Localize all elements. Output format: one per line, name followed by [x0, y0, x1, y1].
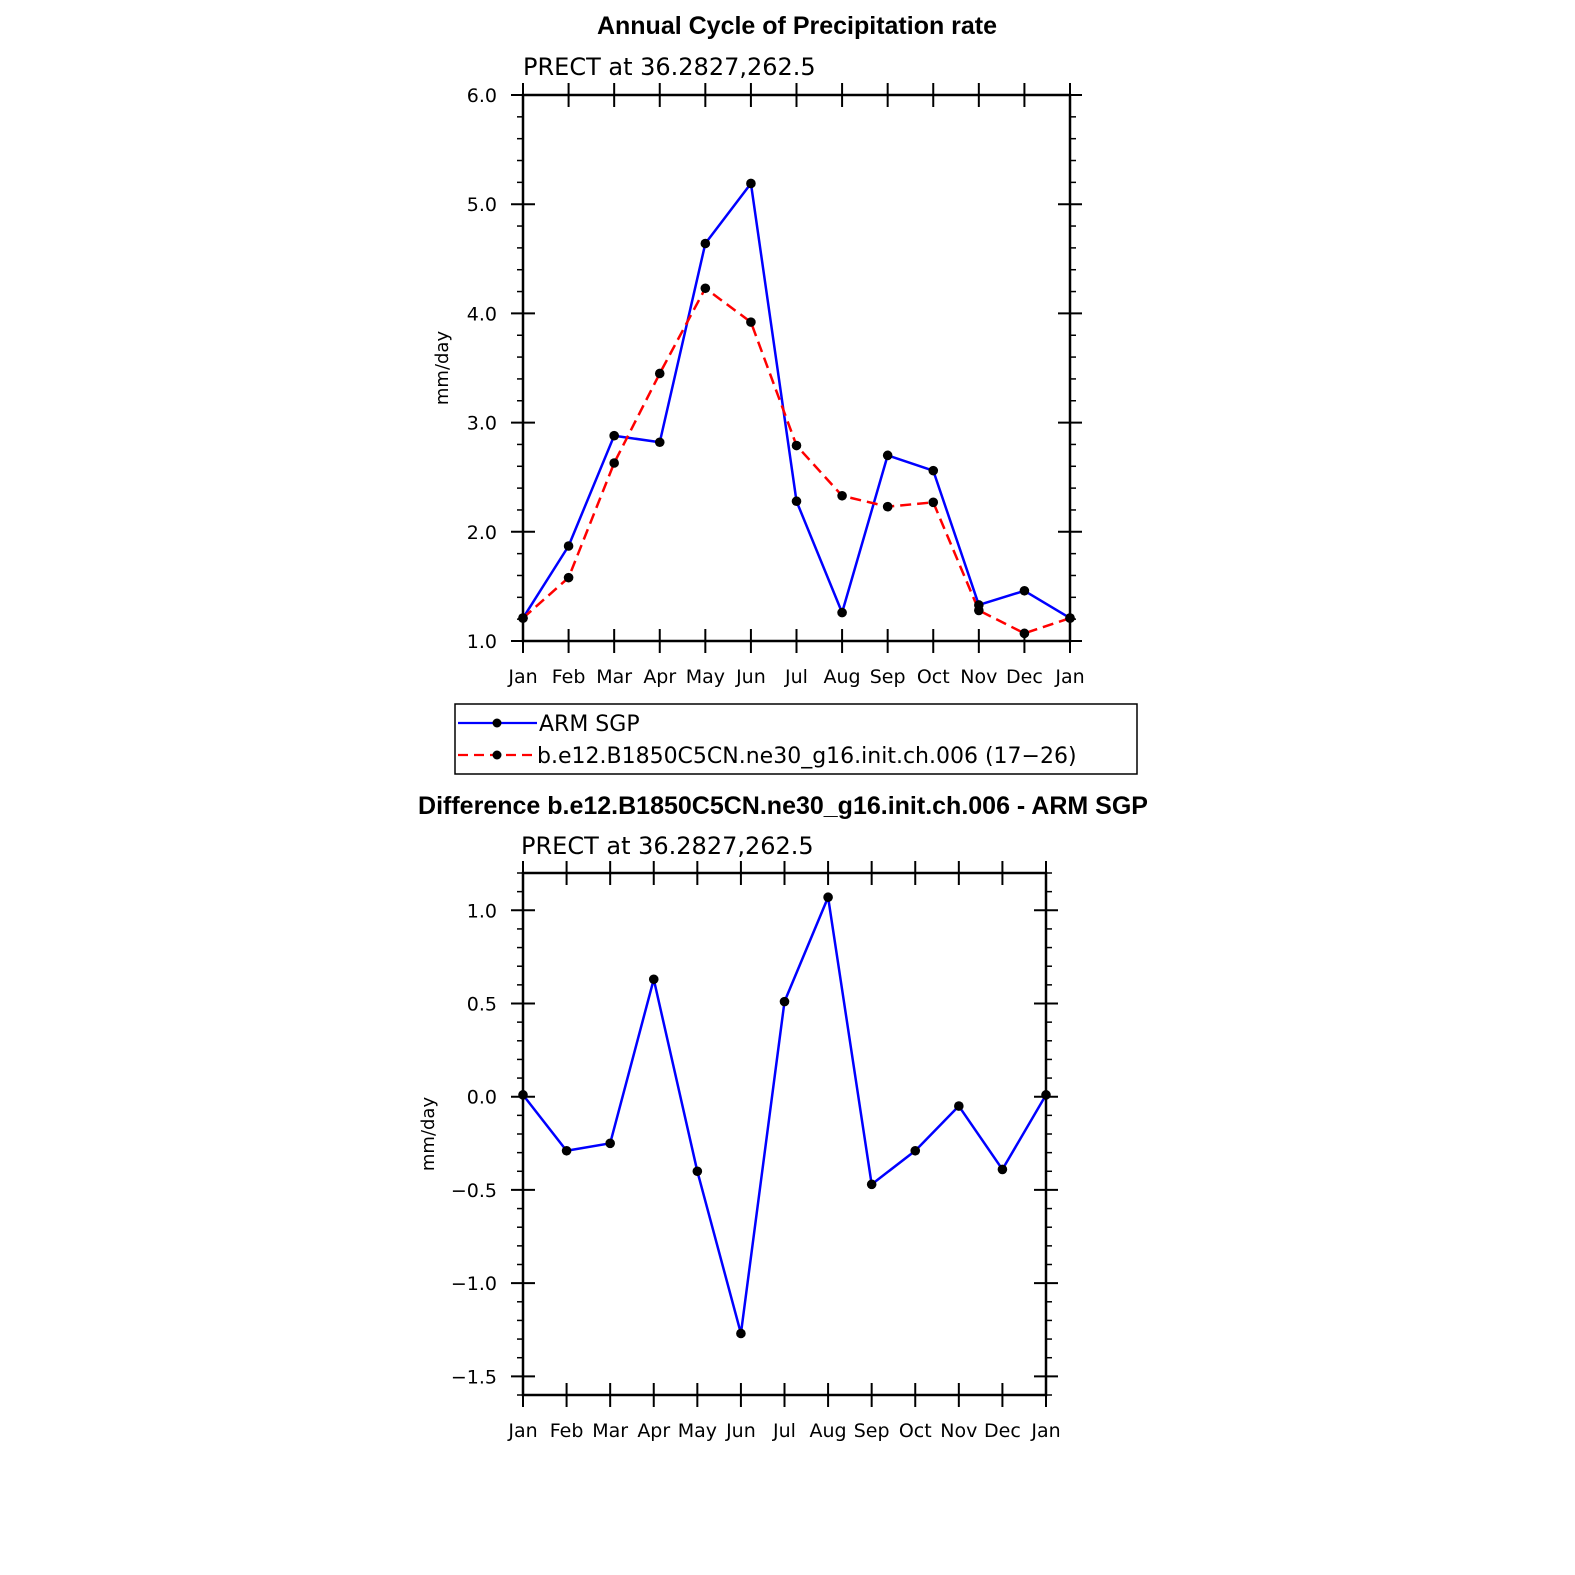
chart1-series-1-point	[928, 497, 939, 508]
chart1-x-tick-label: Sep	[870, 666, 906, 688]
chart1-series-1-point	[700, 283, 711, 294]
chart2-x-tick-label: Oct	[899, 1420, 932, 1442]
chart2-series-0-point	[1041, 1090, 1051, 1100]
chart2-series-0-point	[736, 1328, 746, 1339]
chart1-series-0-point	[700, 238, 711, 249]
chart2-series-0-point	[910, 1145, 921, 1156]
chart1-series-0-point	[791, 496, 802, 507]
chart1-legend: ARM SGP b.e12.B1850C5CN.ne30_g16.init.ch…	[454, 703, 1138, 775]
chart2-y-tick-label: 0.5	[467, 994, 497, 1016]
chart1-x-tick-label: Mar	[596, 666, 632, 688]
chart2-x-tick-label: Jul	[772, 1420, 796, 1442]
chart2-x-tick-label: Aug	[810, 1420, 847, 1442]
chart1-series-1-point	[563, 572, 574, 583]
chart1-x-tick-label: Dec	[1006, 666, 1043, 688]
chart2-series-0-point	[605, 1138, 615, 1149]
chart1-series-1-point	[837, 490, 847, 501]
chart1-y-tick-label: 6.0	[467, 85, 497, 107]
chart1-y-tick-label: 2.0	[467, 522, 497, 544]
chart2-x-tick-label: Jun	[725, 1420, 756, 1442]
legend-frame	[454, 703, 1138, 775]
chart2-y-tick-label: 1.0	[467, 900, 497, 922]
chart2-x-tick-label: Jan	[1030, 1420, 1060, 1442]
legend-marker-arm-sgp	[492, 718, 502, 728]
chart2-subtitle: PRECT at 36.2827,262.5	[521, 832, 814, 860]
chart1-series-1-point	[609, 458, 619, 468]
chart1-x-tick-label: Oct	[917, 666, 950, 688]
chart2-title: Difference b.e12.B1850C5CN.ne30_g16.init…	[418, 792, 1148, 820]
chart1-series-1-point	[518, 613, 528, 623]
chart1-x-tick-label: Aug	[824, 666, 861, 688]
chart2-x-tick-label: Mar	[592, 1420, 628, 1442]
chart1-y-tick-label: 1.0	[467, 631, 497, 653]
chart1-series-1-point	[974, 605, 984, 616]
chart2-series-0-point	[648, 974, 659, 985]
chart2-series-0-point	[561, 1145, 572, 1156]
chart2-series-0-point	[692, 1166, 703, 1177]
chart1-series-1-point	[791, 440, 802, 451]
chart1-x-tick-label: Feb	[552, 666, 586, 688]
chart1-series-0-point	[837, 607, 847, 618]
chart2-y-axis-label: mm/day	[418, 1097, 439, 1172]
chart1-series-0-point	[609, 430, 619, 441]
chart1-x-tick-label: Jan	[1054, 666, 1084, 688]
legend-label-arm-sgp: ARM SGP	[539, 712, 640, 737]
chart2-x-tick-label: Nov	[940, 1420, 977, 1442]
chart1-frame	[521, 93, 1072, 643]
chart1-y-tick-label: 4.0	[467, 303, 497, 325]
chart2-series-0-point	[997, 1164, 1008, 1175]
chart2-x-tick-label: Apr	[637, 1420, 670, 1442]
chart1-x-tick-label: Nov	[960, 666, 997, 688]
chart2-x-tick-label: Sep	[854, 1420, 890, 1442]
chart1-series-0-line	[521, 182, 1071, 620]
chart1-x-tick-label: May	[686, 666, 725, 688]
chart2-y-tick-label: 0.0	[467, 1087, 497, 1109]
chart1-y-tick-label: 5.0	[467, 194, 497, 216]
chart2-x-tick-label: Feb	[550, 1420, 584, 1442]
chart1-subtitle: PRECT at 36.2827,262.5	[523, 53, 816, 81]
chart2-x-tick-label: May	[678, 1420, 717, 1442]
chart2-y-tick-label: −1.5	[451, 1366, 497, 1388]
chart1-x-tick-label: Jun	[735, 666, 766, 688]
chart2-y-tick-label: −1.0	[451, 1273, 497, 1295]
legend-label-model: b.e12.B1850C5CN.ne30_g16.init.ch.006 (17…	[537, 744, 1077, 769]
chart1-x-tick-label: Apr	[643, 666, 676, 688]
chart1-title: Annual Cycle of Precipitation rate	[597, 12, 997, 40]
chart1-y-tick-label: 3.0	[467, 413, 497, 435]
chart1-series-0-point	[928, 465, 939, 476]
chart2-frame	[521, 871, 1048, 1397]
chart2-series-0-line	[522, 895, 1048, 1335]
chart1-series-0-point	[882, 450, 893, 461]
chart1-series-0-point	[563, 541, 574, 551]
chart2-plot-area: Jan Feb Mar Apr May Jun Jul Aug Sep Oct Nov Dec Jan 1…	[451, 861, 1061, 1442]
chart1-series-1-point	[1019, 628, 1030, 639]
chart2-series-0-point	[779, 996, 790, 1007]
chart1-x-tick-label: Jan	[507, 666, 537, 688]
chart1-series-0-point	[654, 437, 665, 448]
chart2-series-0-point	[954, 1101, 964, 1111]
chart1-series-1-point	[1065, 613, 1075, 623]
chart1-y-axis-label: mm/day	[432, 331, 453, 406]
chart1-series-1-point	[654, 368, 665, 379]
chart1-series-1-point	[882, 501, 893, 512]
chart2-x-tick-label: Jan	[507, 1420, 537, 1442]
chart1-series-0-point	[1019, 585, 1030, 596]
legend-marker-model	[492, 750, 502, 760]
chart1-plot-area: Jan Feb Mar Apr May Jun Jul Aug Sep Oct Nov Dec Jan 6…	[467, 83, 1085, 688]
chart2-series-0-point	[518, 1090, 528, 1100]
chart1-series-0-point	[746, 178, 756, 189]
chart2-y-tick-label: −0.5	[451, 1180, 497, 1202]
chart2-series-0-point	[866, 1179, 877, 1190]
chart1-series-1-point	[746, 317, 756, 327]
chart2-x-tick-label: Dec	[984, 1420, 1021, 1442]
chart1-x-tick-label: Jul	[784, 666, 808, 688]
chart2-series-0-point	[823, 892, 833, 903]
